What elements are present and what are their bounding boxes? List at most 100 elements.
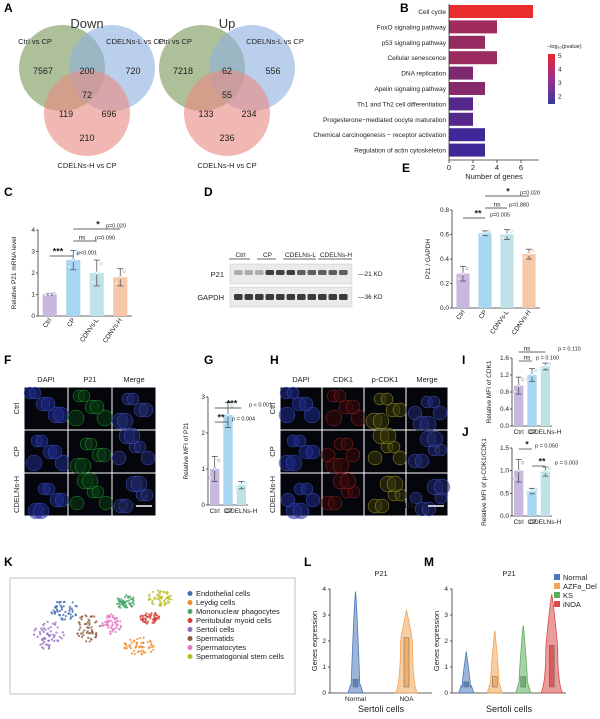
y-tick-label: 1.0 <box>500 468 509 475</box>
cell-point <box>107 626 110 629</box>
cell-point <box>52 636 55 639</box>
color-scale-bar <box>548 54 555 104</box>
cell-point <box>115 626 118 629</box>
cell-point <box>153 614 156 617</box>
tissue-tubule <box>327 495 343 511</box>
significance-p-value: p=0.880 <box>509 203 529 209</box>
cell-point <box>122 599 125 602</box>
x-axis-label: Sertoli cells <box>486 704 533 714</box>
column-label: p-CDK1 <box>372 375 399 384</box>
significance-p-value: p=0.090 <box>95 236 115 242</box>
cell-point <box>157 615 160 618</box>
data-point <box>530 373 534 377</box>
blot-band <box>328 294 338 300</box>
cell-point <box>144 651 147 654</box>
panel-label: L <box>304 555 311 569</box>
venn-diagram <box>19 25 155 156</box>
tissue-tubule <box>325 409 343 427</box>
panel-label: B <box>400 1 409 15</box>
violin-box <box>549 645 555 688</box>
cell-point <box>140 652 143 655</box>
tissue-tubule <box>123 427 141 445</box>
kegg-bar <box>449 20 497 34</box>
tissue-tubule <box>69 495 85 511</box>
data-point <box>226 413 230 417</box>
x-tick-label: 4 <box>495 163 499 172</box>
cell-point <box>133 649 136 652</box>
cell-point <box>111 615 114 619</box>
cell-point <box>129 603 132 607</box>
tissue-tubule <box>380 392 394 406</box>
cell-point <box>39 643 42 646</box>
cell-point <box>114 630 117 634</box>
data-point <box>539 367 544 371</box>
y-tick-label: 2 <box>201 430 205 437</box>
significance-p-value: p<0.001 <box>77 251 97 257</box>
kegg-bar <box>449 97 473 111</box>
y-axis-label: Relative MFI of CDK1 <box>486 360 493 423</box>
kegg-bar <box>449 66 473 80</box>
y-tick-label: 0.4 <box>500 406 509 413</box>
cell-point <box>167 595 170 598</box>
cell-point <box>58 609 62 613</box>
cell-point <box>58 601 61 604</box>
cell-point <box>138 636 142 640</box>
cell-point <box>61 618 64 621</box>
column-label: DAPI <box>292 375 310 384</box>
x-tick-label: 0 <box>447 163 451 172</box>
row-label: CDELNs-H <box>12 476 21 513</box>
cell-point <box>117 597 121 601</box>
bar <box>66 260 81 316</box>
tissue-tubule <box>320 447 336 463</box>
legend-swatch <box>187 636 193 641</box>
cell-point <box>71 610 74 613</box>
y-tick-label: 1 <box>322 664 326 671</box>
cell-point <box>54 605 57 608</box>
tissue-tubule <box>298 396 314 412</box>
molecular-weight-marker: —36 KD <box>358 294 383 301</box>
x-tick-label: CP <box>223 508 232 515</box>
column-label: P21 <box>83 375 96 384</box>
venn-region-count: 720 <box>125 66 140 76</box>
cell-point <box>156 589 160 592</box>
kegg-term-label: Regulation of actin cytoskeleton <box>354 148 446 155</box>
cell-point <box>148 595 151 598</box>
blot-band <box>276 270 285 275</box>
panel-label: I <box>462 353 465 367</box>
y-tick-label: 2 <box>444 638 448 645</box>
cell-point <box>148 593 151 596</box>
venn-title: Up <box>219 16 236 31</box>
cell-point <box>165 602 168 605</box>
cell-point <box>123 642 126 645</box>
cell-point <box>125 605 128 609</box>
blot-band <box>255 294 264 300</box>
cell-point <box>159 590 162 593</box>
blot-band <box>244 294 254 300</box>
tissue-tubule <box>133 440 147 454</box>
cell-point <box>86 626 89 629</box>
cell-point <box>135 641 139 644</box>
data-point <box>547 362 552 366</box>
row-label: Ctrl <box>268 402 277 414</box>
y-tick-label: 0.0 <box>500 513 509 520</box>
cell-point <box>86 621 89 624</box>
cell-point <box>77 634 81 638</box>
kegg-term-label: p53 signaling pathway <box>382 40 447 47</box>
cell-point <box>137 646 141 649</box>
tissue-tubule <box>300 482 314 496</box>
cell-point <box>50 611 53 614</box>
kegg-term-label: Progesterone−mediated oocyte maturation <box>323 117 446 124</box>
cell-point <box>62 600 65 604</box>
cell-point <box>87 636 90 639</box>
data-point <box>235 486 240 490</box>
cell-point <box>142 641 145 644</box>
tissue-tubule <box>52 406 70 424</box>
blot-band <box>339 270 348 275</box>
cell-point <box>56 609 59 612</box>
tissue-tubule <box>35 434 49 448</box>
legend-swatch <box>554 592 560 598</box>
blot-row-label: P21 <box>211 270 224 279</box>
data-point <box>523 255 527 260</box>
data-point <box>527 252 531 256</box>
tissue-tubule <box>340 437 354 451</box>
